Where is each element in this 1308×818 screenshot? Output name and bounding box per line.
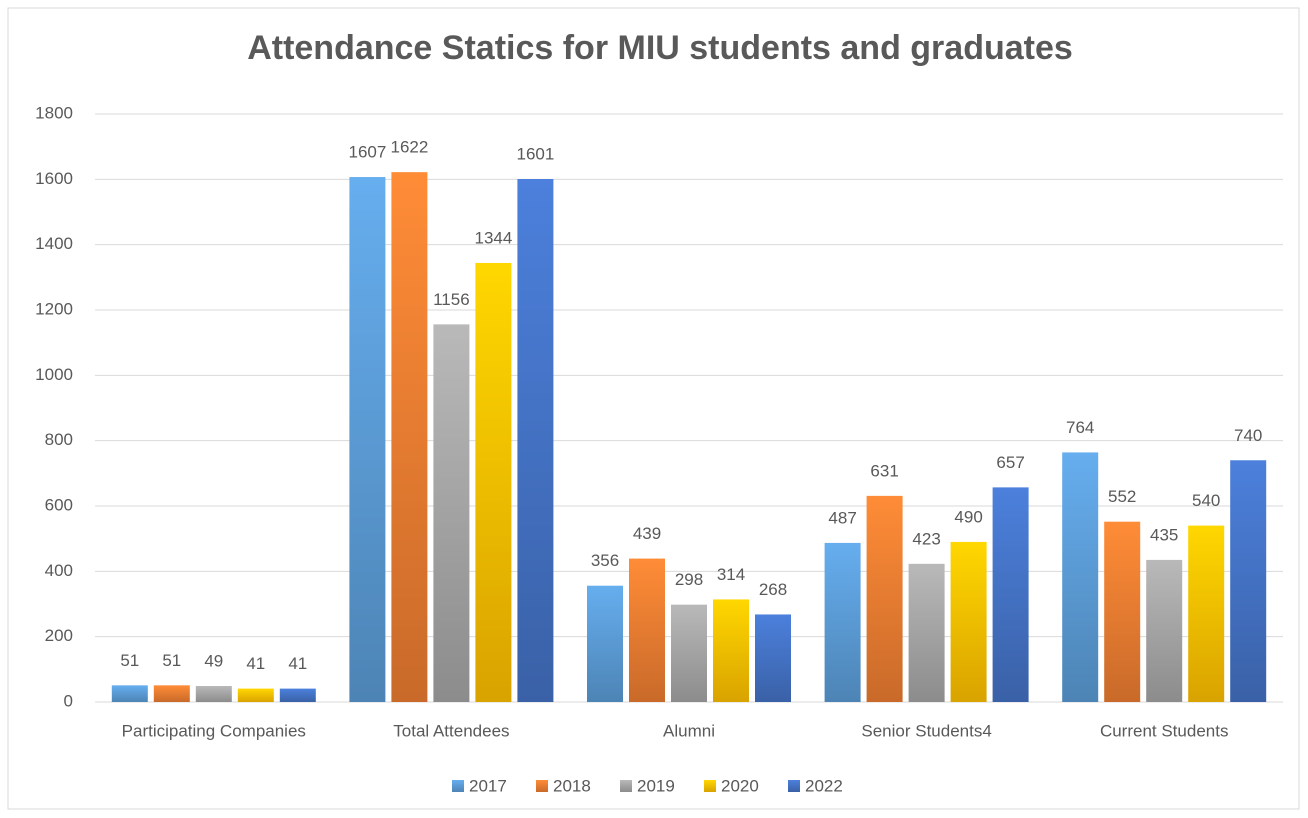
bar (713, 599, 749, 702)
y-tick-label: 1200 (35, 299, 73, 318)
data-label: 356 (591, 551, 619, 570)
legend-swatch (452, 780, 464, 792)
bar (475, 262, 512, 702)
bar (391, 172, 428, 702)
bar (1188, 525, 1225, 702)
legend-swatch (788, 780, 800, 792)
bar (1062, 452, 1099, 702)
data-label: 1156 (433, 290, 470, 309)
data-label: 314 (717, 565, 745, 584)
bar (1104, 521, 1141, 702)
data-label: 298 (675, 570, 703, 589)
y-tick-label: 800 (45, 430, 73, 449)
y-tick-label: 1800 (35, 103, 73, 122)
legend-label: 2022 (805, 776, 843, 795)
bar (992, 487, 1029, 702)
data-label: 1622 (390, 138, 428, 157)
legend-label: 2017 (469, 776, 507, 795)
bar (195, 685, 232, 702)
legend-swatch (536, 780, 548, 792)
legend-swatch (704, 780, 716, 792)
data-label: 490 (954, 507, 982, 526)
bar (950, 541, 987, 702)
bar (671, 604, 707, 702)
legend-swatch (620, 780, 632, 792)
bar (111, 685, 148, 702)
data-label: 1601 (516, 144, 554, 163)
data-label: 423 (912, 529, 940, 548)
bar (237, 688, 274, 702)
data-label: 49 (204, 651, 223, 670)
data-label: 487 (828, 508, 856, 527)
legend-label: 2019 (637, 776, 675, 795)
data-label: 439 (633, 524, 661, 543)
data-label: 1344 (474, 228, 512, 247)
y-tick-label: 1000 (35, 365, 73, 384)
bar (866, 495, 903, 702)
bar (1230, 460, 1267, 702)
x-tick-label: Alumni (663, 721, 715, 740)
data-label: 764 (1066, 418, 1094, 437)
legend-label: 2018 (553, 776, 591, 795)
data-label: 552 (1108, 487, 1136, 506)
y-tick-label: 0 (64, 691, 73, 710)
bar (279, 688, 316, 702)
y-tick-label: 600 (45, 495, 73, 514)
data-label: 1607 (348, 143, 386, 162)
data-label: 268 (759, 580, 787, 599)
data-label: 740 (1234, 426, 1262, 445)
bar (908, 563, 945, 702)
data-label: 657 (996, 453, 1024, 472)
data-label: 51 (120, 651, 139, 670)
data-label: 41 (246, 654, 265, 673)
bar (153, 685, 190, 702)
y-tick-label: 200 (45, 626, 73, 645)
bar (349, 177, 386, 703)
x-tick-label: Participating Companies (122, 721, 306, 740)
bar (755, 614, 791, 702)
y-tick-label: 400 (45, 561, 73, 580)
bar (1146, 559, 1183, 702)
data-label: 51 (162, 651, 181, 670)
chart-title: Attendance Statics for MIU students and … (247, 29, 1073, 67)
bar (629, 558, 665, 702)
data-label: 631 (870, 461, 898, 480)
x-tick-label: Total Attendees (393, 721, 509, 740)
data-label: 41 (288, 654, 307, 673)
x-tick-label: Current Students (1100, 721, 1229, 740)
data-label: 435 (1150, 525, 1178, 544)
x-tick-label: Senior Students4 (861, 721, 991, 740)
bar (433, 324, 470, 702)
y-tick-label: 1400 (35, 234, 73, 253)
y-tick-label: 1600 (35, 169, 73, 188)
bar (824, 542, 861, 702)
legend-label: 2020 (721, 776, 759, 795)
bar (517, 179, 554, 703)
bar (587, 585, 623, 702)
data-label: 540 (1192, 491, 1220, 510)
